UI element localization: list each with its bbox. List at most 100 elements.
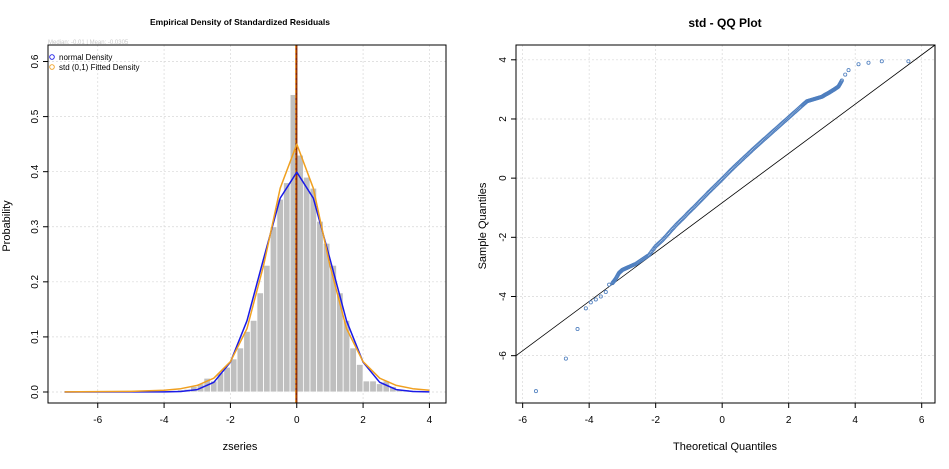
legend-fitted-label: std (0,1) Fitted Density bbox=[59, 63, 139, 72]
qq-point-26 bbox=[706, 190, 711, 195]
legend-normal-symbol bbox=[49, 54, 55, 60]
qq-point-fill-19-5 bbox=[665, 232, 670, 237]
qq-point-fill-32-5 bbox=[752, 146, 757, 151]
qq-point-55 bbox=[879, 59, 884, 64]
density-bar-11 bbox=[236, 347, 245, 393]
density-bars bbox=[163, 94, 424, 393]
qq-point-30 bbox=[733, 163, 738, 168]
qq-point-fill-21-5 bbox=[679, 218, 684, 223]
qq-point-2 bbox=[575, 327, 580, 332]
density-y-tick-label-5: 0.5 bbox=[30, 109, 41, 123]
qq-point-fill-21-4 bbox=[678, 219, 683, 224]
qq-y-label: Sample Quantiles bbox=[477, 182, 489, 269]
qq-point-fill-18-5 bbox=[659, 239, 664, 244]
legend-normal-label: normal Density bbox=[59, 53, 112, 62]
qq-title: std - QQ Plot bbox=[688, 16, 761, 30]
qq-point-fill-24-3 bbox=[696, 200, 701, 205]
density-y-tick-label-0: 0.0 bbox=[30, 385, 41, 399]
qq-point-27 bbox=[713, 183, 718, 188]
legend-fitted-symbol bbox=[49, 64, 55, 70]
qq-point-fill-28-5 bbox=[725, 171, 730, 176]
qq-point-fill-21-3 bbox=[676, 220, 681, 225]
qq-x-tick-label-0: -6 bbox=[518, 415, 527, 426]
density-bar-29 bbox=[356, 364, 364, 393]
density-y-tick-label-4: 0.4 bbox=[30, 164, 41, 178]
qq-x-tick-label-4: 2 bbox=[786, 415, 792, 426]
qq-point-fill-22-5 bbox=[685, 211, 690, 216]
qq-point-5 bbox=[593, 297, 598, 302]
density-bar-9 bbox=[223, 366, 231, 393]
qq-point-fill-22-4 bbox=[684, 212, 689, 217]
qq-point-fill-22-2 bbox=[682, 214, 687, 219]
density-y-label: Probability bbox=[1, 200, 13, 252]
qq-x-tick-label-5: 4 bbox=[852, 415, 858, 426]
qq-point-fill-20-5 bbox=[672, 224, 677, 229]
qq-point-fill-23-2 bbox=[689, 207, 694, 212]
qq-point-56 bbox=[906, 59, 911, 64]
qq-point-fill-35-5 bbox=[772, 128, 777, 133]
qq-point-fill-26-2 bbox=[709, 187, 714, 192]
qq-point-fill-30-2 bbox=[735, 161, 740, 166]
qq-point-31 bbox=[740, 157, 745, 162]
qq-point-fill-28-4 bbox=[724, 172, 729, 177]
density-bar-14 bbox=[256, 292, 264, 393]
density-bar-32 bbox=[375, 383, 384, 393]
density-bar-22 bbox=[309, 187, 318, 393]
qq-point-fill-37-5 bbox=[785, 116, 790, 121]
qq-x-tick-label-6: 6 bbox=[919, 415, 925, 426]
qq-point-fill-30-3 bbox=[736, 160, 741, 165]
qq-x-tick-label-3: 0 bbox=[719, 415, 725, 426]
qq-point-fill-23-1 bbox=[688, 209, 693, 214]
density-legend: normal Density std (0,1) Fitted Density bbox=[49, 53, 139, 72]
density-bar-21 bbox=[302, 176, 311, 393]
qq-point-28 bbox=[720, 177, 725, 182]
qq-y-tick-label-3: -2 bbox=[498, 232, 509, 241]
qq-point-54 bbox=[866, 60, 871, 65]
qq-point-fill-33-5 bbox=[758, 140, 763, 145]
qq-point-23 bbox=[686, 210, 691, 215]
qq-y-tick-label-4: -4 bbox=[498, 292, 509, 301]
qq-point-fill-25-4 bbox=[704, 192, 709, 197]
qq-point-fill-26-1 bbox=[707, 188, 712, 193]
density-vlines bbox=[295, 45, 298, 403]
qq-point-fill-32-4 bbox=[751, 147, 756, 152]
qq-point-fill-24-2 bbox=[695, 201, 700, 206]
density-panel: Empirical Density of Standardized Residu… bbox=[1, 17, 447, 453]
qq-point-32 bbox=[746, 151, 751, 156]
qq-point-fill-27-4 bbox=[717, 179, 722, 184]
qq-point-fill-22-3 bbox=[683, 213, 688, 218]
qq-panel: std - QQ Plot -6 -4 -2 0 2 4 6 4 2 0 -2 -4 -6 Theor… bbox=[477, 16, 936, 453]
qq-point-fill-26-4 bbox=[711, 185, 716, 190]
qq-point-fill-32-2 bbox=[748, 149, 753, 154]
qq-point-52 bbox=[846, 68, 851, 73]
qq-point-fill-25-1 bbox=[701, 195, 706, 200]
qq-point-fill-29-5 bbox=[732, 164, 737, 169]
qq-point-fill-31-1 bbox=[741, 156, 746, 161]
qq-point-fill-24-1 bbox=[694, 202, 699, 207]
qq-y-axis: 4 2 0 -2 -4 -6 bbox=[498, 57, 516, 360]
qq-point-7 bbox=[603, 290, 608, 295]
density-bar-16 bbox=[269, 226, 278, 393]
density-bar-10 bbox=[230, 358, 238, 393]
qq-point-fill-30-5 bbox=[739, 158, 744, 163]
qq-points bbox=[533, 59, 911, 394]
qq-point-6 bbox=[598, 294, 603, 299]
qq-point-fill-23-5 bbox=[692, 204, 697, 209]
qq-point-24 bbox=[693, 203, 698, 208]
qq-reference-line bbox=[515, 44, 936, 356]
qq-point-fill-49-5 bbox=[839, 79, 844, 84]
qq-point-fill-28-1 bbox=[721, 175, 726, 180]
density-y-tick-label-1: 0.1 bbox=[30, 330, 41, 344]
qq-point-fill-34-5 bbox=[765, 134, 770, 139]
qq-y-tick-label-2: 0 bbox=[498, 175, 509, 181]
qq-point-fill-25-2 bbox=[702, 194, 707, 199]
qq-point-53 bbox=[856, 62, 861, 67]
qq-point-fill-31-2 bbox=[742, 155, 747, 160]
qq-point-fill-30-4 bbox=[737, 159, 742, 164]
qq-point-fill-31-3 bbox=[743, 154, 748, 159]
density-x-label: zseries bbox=[223, 441, 258, 453]
density-x-tick-label-5: 4 bbox=[427, 415, 433, 426]
density-normal-curve bbox=[64, 171, 430, 393]
density-bar-17 bbox=[276, 198, 284, 393]
